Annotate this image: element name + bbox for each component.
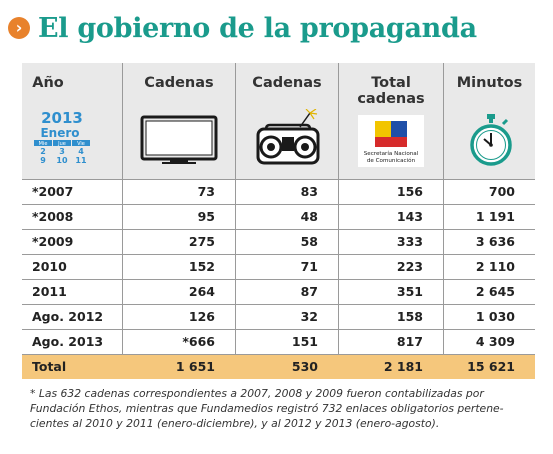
total-row-cell-4: 15 621 (467, 359, 515, 374)
calendar-num-5: 11 (75, 156, 87, 165)
table-row-3-cell-4: 2 110 (475, 259, 515, 274)
calendar-day-1: Jue (57, 141, 66, 147)
table-row-0-cell-4: 700 (488, 184, 515, 199)
row-divider (22, 229, 535, 230)
calendar-num-4: 10 (56, 156, 68, 165)
stopwatch-icon (470, 113, 512, 167)
title-row: › El gobierno de la propaganda (8, 10, 477, 46)
calendar-num-1: 3 (59, 147, 65, 156)
table-row-2-cell-3: 333 (396, 234, 423, 249)
column-divider (338, 63, 339, 355)
table-row-3-cell-3: 223 (396, 259, 423, 274)
table-row-5-cell-3: 158 (396, 309, 423, 324)
calendar-day-2: Vie (77, 141, 85, 147)
logo-line2: de Comunicación (367, 157, 416, 164)
table-row-4-cell-2: 87 (300, 284, 318, 299)
column-divider (122, 63, 123, 355)
total-row-cell-1: 1 651 (175, 359, 215, 374)
total-row-cell-3: 2 181 (383, 359, 423, 374)
table-row-6-cell-0: Ago. 2013 (32, 334, 104, 349)
data-table: Año Cadenas Cadenas Total cadenas Minuto… (22, 63, 535, 379)
column-divider (443, 63, 444, 355)
table-row-2-cell-1: 275 (188, 234, 215, 249)
calendar-num-0: 2 (40, 147, 46, 156)
row-divider (22, 204, 535, 205)
total-row-band (22, 355, 535, 379)
table-row-6-cell-3: 817 (396, 334, 423, 349)
row-divider (22, 279, 535, 280)
footnote: * Las 632 cadenas correspondientes a 200… (30, 387, 504, 430)
table-row-3-cell-2: 71 (300, 259, 318, 274)
table-row-6-cell-4: 4 309 (475, 334, 515, 349)
radio-icon (256, 108, 320, 167)
table-row-2-cell-4: 3 636 (475, 234, 515, 249)
table-row-2-cell-0: *2009 (32, 234, 74, 249)
header-label-year: Año (32, 75, 64, 91)
table-row-1-cell-3: 143 (396, 209, 423, 224)
header-label-total: Total cadenas (357, 75, 425, 107)
page-title: El gobierno de la propaganda (38, 12, 477, 44)
tv-icon (140, 115, 218, 165)
table-row-1-cell-1: 95 (197, 209, 215, 224)
table-row-5-cell-1: 126 (188, 309, 215, 324)
table-row-0-cell-1: 73 (197, 184, 215, 199)
table-row-6-cell-2: 151 (291, 334, 318, 349)
header-label-minutes: Minutos (456, 75, 523, 91)
table-row-4-cell-0: 2011 (32, 284, 67, 299)
table-row-0-cell-3: 156 (396, 184, 423, 199)
table-row-4-cell-1: 264 (188, 284, 215, 299)
secom-logo-icon: Secretaría Nacional de Comunicación (358, 115, 424, 167)
table-row-6-cell-1: *666 (182, 334, 215, 349)
calendar-month: Enero (40, 126, 79, 140)
chevron-right-icon: › (8, 17, 30, 39)
table-row-3-cell-0: 2010 (32, 259, 67, 274)
row-divider (22, 304, 535, 305)
row-divider (22, 179, 535, 180)
table-row-5-cell-2: 32 (300, 309, 318, 324)
calendar-year: 2013 (41, 109, 83, 127)
table-row-0-cell-0: *2007 (32, 184, 74, 199)
table-row-4-cell-4: 2 645 (475, 284, 515, 299)
table-row-3-cell-1: 152 (188, 259, 215, 274)
row-divider (22, 329, 535, 330)
row-divider (22, 254, 535, 255)
table-row-1-cell-2: 48 (300, 209, 318, 224)
table-row-5-cell-4: 1 030 (475, 309, 515, 324)
header-label-radio: Cadenas (252, 75, 322, 91)
header-cell-year (22, 63, 122, 179)
row-divider (22, 354, 535, 355)
header-label-tv: Cadenas (144, 75, 214, 91)
table-row-5-cell-0: Ago. 2012 (32, 309, 104, 324)
calendar-icon: 2013 Enero Mie Jue Vie 2 3 4 9 10 11 (30, 107, 94, 165)
calendar-num-3: 9 (40, 156, 46, 165)
total-row-cell-2: 530 (291, 359, 318, 374)
table-row-4-cell-3: 351 (396, 284, 423, 299)
table-row-0-cell-2: 83 (300, 184, 318, 199)
table-row-2-cell-2: 58 (300, 234, 318, 249)
total-row-cell-0: Total (32, 359, 67, 374)
table-row-1-cell-4: 1 191 (475, 209, 515, 224)
calendar-num-2: 4 (78, 147, 84, 156)
table-row-1-cell-0: *2008 (32, 209, 74, 224)
logo-line1: Secretaría Nacional (364, 150, 419, 157)
calendar-day-0: Mie (39, 141, 48, 147)
column-divider (235, 63, 236, 355)
